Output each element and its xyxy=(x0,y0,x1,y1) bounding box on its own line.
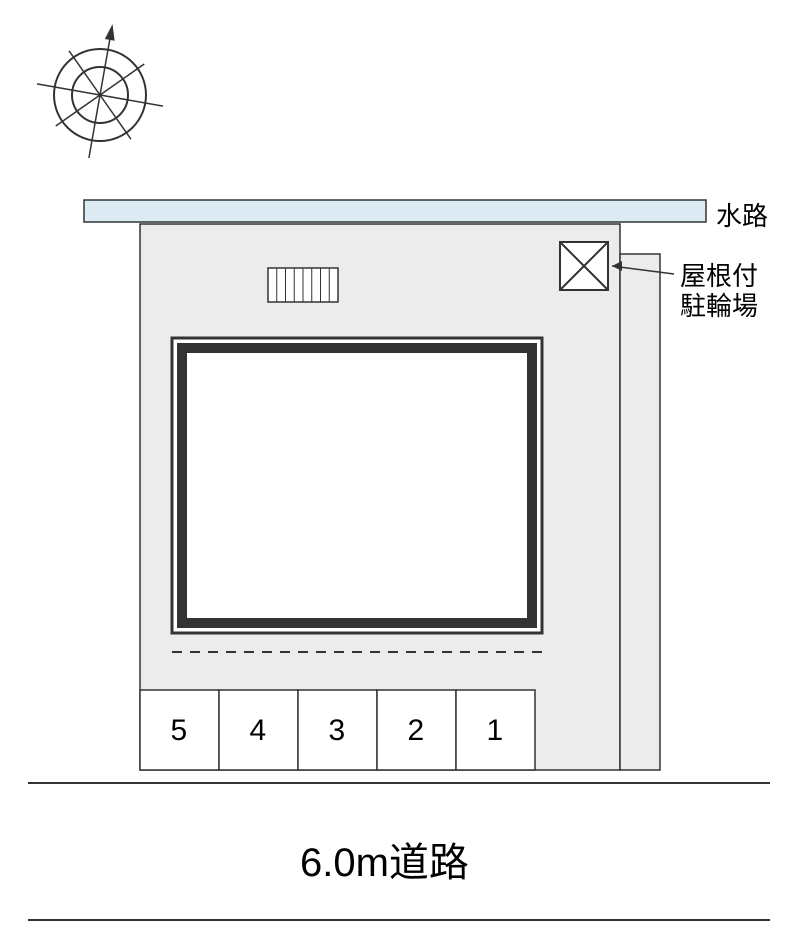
bike-parking-label-line2: 駐輪場 xyxy=(680,286,758,323)
parking-spot-number: 5 xyxy=(171,714,188,748)
stairs-icon xyxy=(268,268,338,302)
parking-spot-number: 2 xyxy=(408,714,425,748)
building xyxy=(172,338,542,633)
road-label: 6.0m道路 xyxy=(300,830,469,888)
parking-spot-number: 3 xyxy=(329,714,346,748)
waterway-label: 水路 xyxy=(716,196,768,233)
compass-icon xyxy=(37,24,163,158)
waterway xyxy=(84,200,706,222)
parking-spot-number: 1 xyxy=(487,714,504,748)
lot-strip xyxy=(620,254,660,770)
parking-spot-number: 4 xyxy=(250,714,267,748)
site-plan-diagram xyxy=(0,0,800,940)
